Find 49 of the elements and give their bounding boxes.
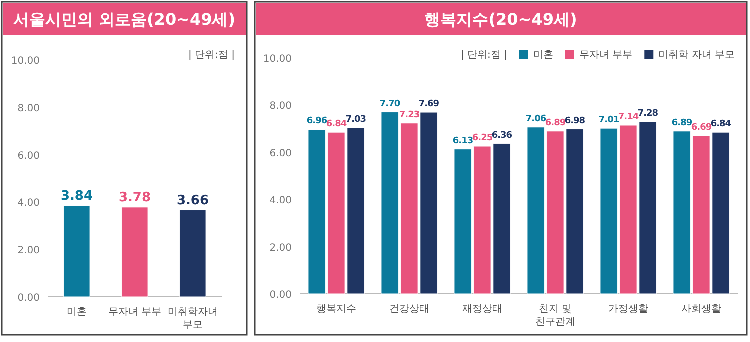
data-label: 7.01: [598, 116, 620, 126]
y-tick-label: 2.00: [18, 246, 40, 257]
data-label: 6.96: [306, 116, 328, 127]
x-tick-label: 행복지수: [316, 304, 356, 315]
y-tick-label: 2.00: [270, 242, 292, 254]
y-tick-label: 0.00: [18, 293, 40, 304]
x-tick-label: 미취학자녀 부모: [168, 307, 218, 331]
data-label: 7.69: [418, 100, 440, 110]
data-label: 6.36: [492, 130, 512, 141]
y-tick-label: 6.00: [18, 150, 40, 162]
x-tick-label: 친지 및 친구관계: [536, 304, 576, 328]
x-tick-label: 가정생활: [608, 304, 648, 315]
y-tick-label: 4.00: [270, 196, 292, 207]
legend-label: 미혼: [533, 50, 554, 61]
data-label: 6.13: [452, 136, 474, 146]
data-label: 3.78: [118, 190, 152, 206]
text: | 단위:점 |: [188, 50, 235, 61]
x-tick-label: 미혼: [67, 307, 87, 318]
legend-label: 미취학 자녀 부모: [658, 50, 735, 61]
legend-label: 무자녀 부부: [579, 50, 633, 61]
y-tick-label: 10.00: [11, 56, 40, 67]
data-label: 7.06: [526, 114, 546, 124]
y-tick-label: 8.00: [18, 103, 40, 114]
data-label: 3.66: [176, 193, 210, 208]
data-label: 7.03: [346, 115, 366, 126]
data-label: 7.23: [399, 110, 420, 120]
data-label: 6.98: [564, 116, 586, 126]
data-label: 6.89: [545, 118, 566, 128]
data-label: 7.70: [380, 99, 400, 110]
y-tick-label: 6.00: [270, 148, 292, 160]
data-label: 6.89: [672, 118, 692, 128]
data-label: 6.25: [472, 134, 493, 144]
x-tick-label: 건강상태: [390, 304, 430, 315]
y-tick-label: 8.00: [270, 101, 292, 112]
data-label: 6.69: [691, 123, 712, 134]
data-label: 3.84: [60, 188, 94, 204]
data-label: 6.84: [326, 120, 347, 130]
annotation: | 단위:점 |: [460, 50, 508, 61]
y-tick-label: 4.00: [18, 198, 40, 210]
x-tick-label: 무자녀 부부: [108, 307, 162, 318]
chart-title: 서울시민의 외로움(20~49세): [13, 10, 236, 29]
x-tick-label: 사회생활: [682, 304, 722, 315]
y-tick-label: 0.00: [270, 290, 292, 301]
data-label: 6.84: [710, 120, 732, 130]
chart-title: 행복지수(20~49세): [424, 10, 578, 29]
y-tick-label: 10.00: [263, 54, 292, 65]
data-label: 7.14: [618, 112, 639, 122]
data-label: 7.28: [638, 109, 658, 120]
x-tick-label: 재정상태: [462, 304, 502, 315]
